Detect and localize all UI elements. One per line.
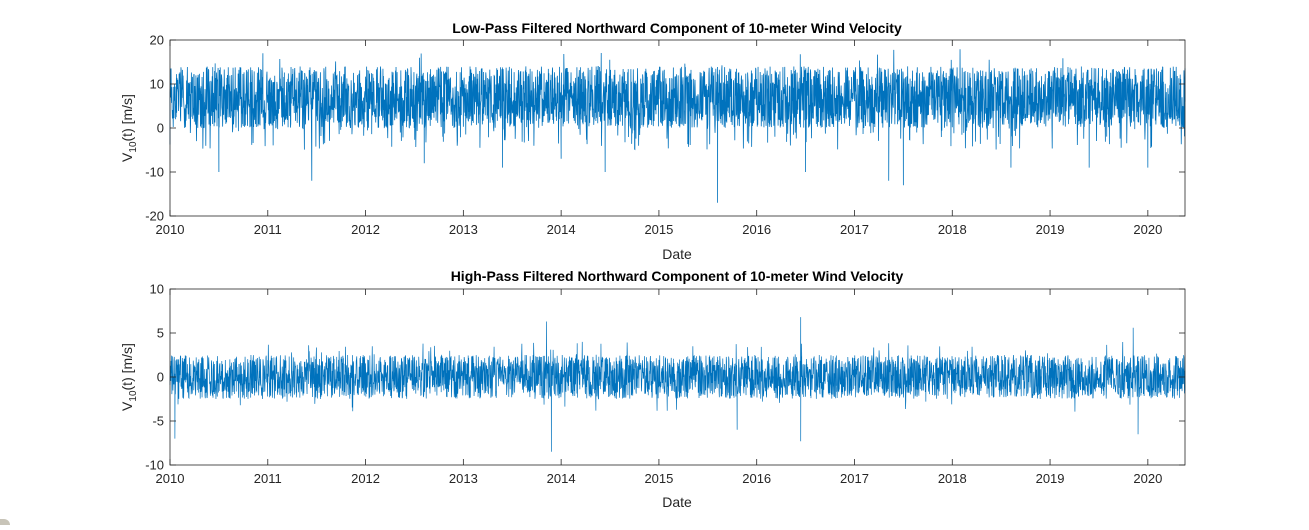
y-axis-label: V10(t) [m/s] [119, 343, 139, 411]
y-axis-label-main: V [119, 152, 135, 162]
series-line [169, 49, 1186, 203]
y-axis-label-main: V [119, 401, 135, 411]
x-tick-label: 2013 [449, 222, 478, 237]
x-tick-label: 2010 [156, 471, 185, 486]
x-tick-label: 2012 [351, 222, 380, 237]
x-tick-label: 2020 [1133, 471, 1162, 486]
x-tick-label: 2016 [742, 222, 771, 237]
y-tick-label: 20 [150, 33, 164, 48]
y-tick-label: 5 [157, 326, 164, 341]
x-tick-label: 2020 [1133, 222, 1162, 237]
y-tick-label: 0 [157, 370, 164, 385]
x-tick-label: 2011 [254, 222, 282, 237]
high-pass-chart: High-Pass Filtered Northward Component o… [119, 268, 1186, 510]
x-tick-label: 2017 [840, 222, 869, 237]
x-axis-label: Date [662, 246, 692, 262]
y-tick-label: -10 [145, 458, 164, 473]
y-axis-label-subscript: 10 [128, 141, 139, 153]
chart-title: Low-Pass Filtered Northward Component of… [452, 20, 902, 36]
x-tick-label: 2015 [644, 471, 673, 486]
x-tick-label: 2017 [840, 471, 869, 486]
x-tick-label: 2014 [547, 222, 576, 237]
series-line [169, 317, 1186, 452]
x-tick-label: 2019 [1036, 222, 1065, 237]
window-corner-handle [0, 519, 10, 525]
x-tick-label: 2015 [644, 222, 673, 237]
x-tick-label: 2010 [156, 222, 185, 237]
plot-area: 2010 2011 2012 2013 2014 2015 2016 2017 2018 2019… [145, 282, 1186, 486]
y-axis-label-rest: (t) [m/s] [119, 343, 135, 390]
chart-title: High-Pass Filtered Northward Component o… [451, 268, 904, 284]
plot-area: 2010 2011 2012 2013 2014 2015 2016 2017 2018 2019… [145, 33, 1186, 237]
y-axis-label-subscript: 10 [128, 390, 139, 402]
x-tick-label: 2011 [254, 471, 282, 486]
y-axis-label-rest: (t) [m/s] [119, 94, 135, 141]
y-axis-label: V10(t) [m/s] [119, 94, 139, 162]
y-tick-label: 0 [157, 121, 164, 136]
y-tick-label: 10 [150, 282, 164, 297]
x-tick-label: 2012 [351, 471, 380, 486]
y-tick-label: -5 [152, 414, 164, 429]
x-tick-label: 2019 [1036, 471, 1065, 486]
axes-box [169, 39, 1186, 217]
x-tick-label: 2016 [742, 471, 771, 486]
low-pass-chart: Low-Pass Filtered Northward Component of… [119, 20, 1186, 262]
x-tick-label: 2013 [449, 471, 478, 486]
x-tick-label: 2014 [547, 471, 576, 486]
x-axis-label: Date [662, 494, 692, 510]
y-tick-label: 10 [150, 77, 164, 92]
y-tick-label: -10 [145, 165, 164, 180]
x-tick-label: 2018 [938, 222, 967, 237]
x-tick-label: 2018 [938, 471, 967, 486]
y-tick-label: -20 [145, 209, 164, 224]
